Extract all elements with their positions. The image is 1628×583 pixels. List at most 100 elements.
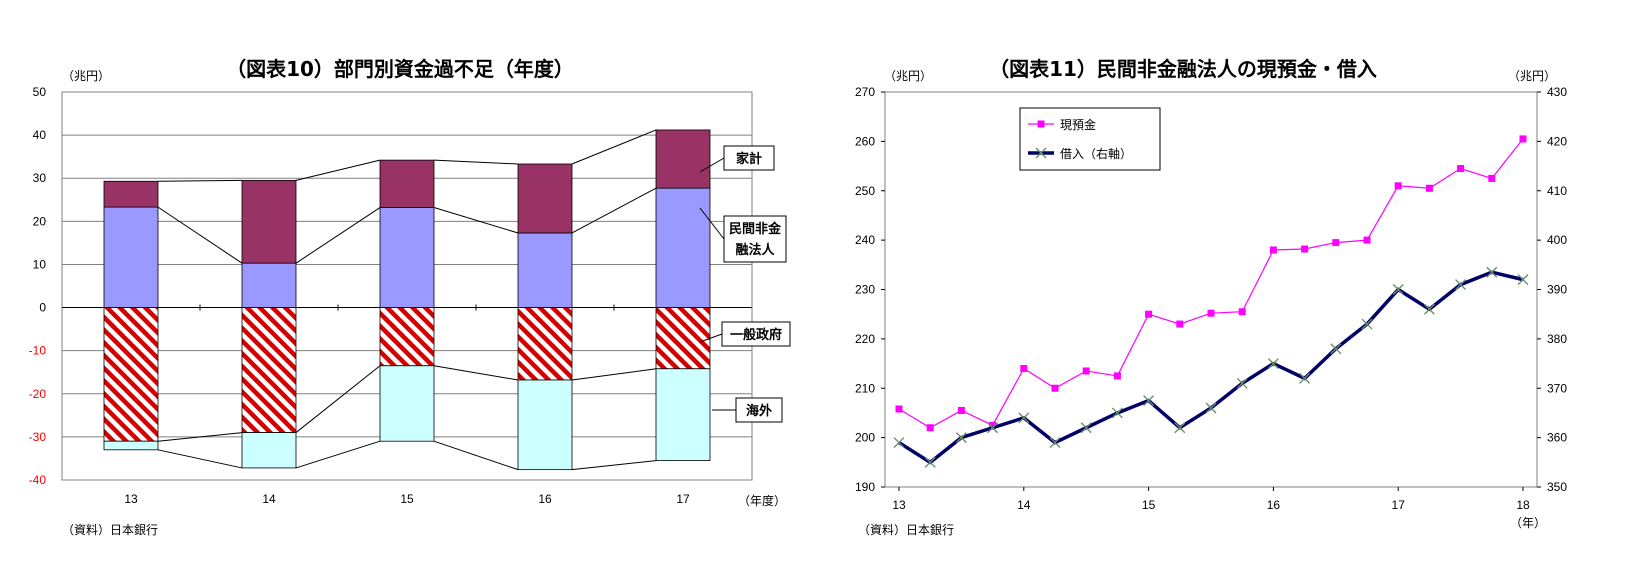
chart11-left-tick-label: 200 <box>855 431 875 445</box>
chart10-callout-label: 家計 <box>736 151 762 167</box>
chart10-callout-leader <box>699 157 725 173</box>
chart10-bar-corporate <box>241 262 297 308</box>
chart11-borrow-point <box>1205 402 1217 414</box>
chart10-series-line <box>433 365 519 381</box>
chart10-callout-leader <box>699 207 725 240</box>
chart11-cash-point <box>1238 308 1246 316</box>
chart11-cash-point <box>1082 367 1090 375</box>
chart10-bar-government <box>379 307 435 367</box>
chart11-borrow-point <box>1392 284 1404 295</box>
chart11-x-tick-label: 16 <box>1267 498 1281 512</box>
chart10-y-tick-label: 10 <box>33 257 47 271</box>
chart10-callout-box <box>723 215 787 263</box>
chart10-y-tick-label: -40 <box>29 473 47 487</box>
chart11-title: （図表11）民間非金融法人の現預金・借入 <box>989 57 1377 81</box>
chart11-right-tick-label: 400 <box>1547 233 1567 247</box>
chart11-cash-point <box>1457 165 1465 173</box>
chart11-borrow-point <box>893 437 905 449</box>
chart11-borrow-point <box>1080 422 1092 434</box>
chart10-x-tick-label: 14 <box>262 492 276 506</box>
chart10-bar-household <box>517 163 573 234</box>
chart11-legend-cash-label: 現預金 <box>1060 117 1096 132</box>
chart11-cash-point <box>1051 384 1059 392</box>
chart10-bar-household <box>103 180 159 208</box>
chart10-y-tick-label: 50 <box>33 85 47 99</box>
chart11-borrow-point <box>1330 343 1342 355</box>
chart11-right-tick-label: 380 <box>1547 332 1567 346</box>
chart11-cash-point <box>895 405 903 413</box>
chart10-y-tick-label: 20 <box>33 214 47 228</box>
chart10-series-line <box>157 432 243 442</box>
chart11-borrow-point <box>1174 422 1186 434</box>
chart10-y-tick-label: 0 <box>39 301 46 315</box>
chart11-cash-point <box>1020 365 1028 372</box>
chart11-cash-point <box>1269 246 1277 254</box>
chart10-series-line <box>571 368 657 381</box>
chart11-left-tick-label: 220 <box>855 332 875 346</box>
chart10-y-tick-label: 40 <box>33 128 47 142</box>
chart10-x-tick-label: 17 <box>676 492 690 506</box>
chart10-x-tick-label: 13 <box>124 492 138 506</box>
chart11-cash-point <box>1176 320 1184 328</box>
chart10-title: （図表10）部門別資金過不足（年度） <box>226 57 574 81</box>
chart10-series-line <box>295 159 381 181</box>
chart10-series-line <box>157 449 243 469</box>
chart11-right-tick-label: 370 <box>1547 381 1567 395</box>
chart10-series-line <box>295 365 381 433</box>
chart10-bar-overseas <box>241 432 297 469</box>
chart10-y-tick-label: 30 <box>33 171 47 185</box>
chart11-legend-borrow-label: 借入（右軸） <box>1060 146 1132 161</box>
chart11-right-tick-label: 390 <box>1547 283 1567 297</box>
chart11-right-tick-label: 360 <box>1547 431 1567 445</box>
chart10-bar-overseas <box>517 379 573 471</box>
chart11-borrow-point <box>1517 274 1529 286</box>
chart11-left-tick-label: 250 <box>855 184 875 198</box>
chart11-cash-point <box>989 421 997 429</box>
chart11-right-unit: （兆円） <box>1508 69 1556 83</box>
chart10-bar-corporate <box>655 187 711 308</box>
chart10-bar-overseas <box>655 368 711 462</box>
chart11-plot: 270 260 250 240 230 220 210 200 190 430 420 410 400 3… <box>855 85 1567 512</box>
chart11-legend-cash-swatch-marker <box>1037 120 1045 128</box>
chart11-cash-point <box>1363 236 1371 244</box>
chart11-cash-point <box>926 424 934 432</box>
chart10-source: （資料）日本銀行 <box>62 523 158 537</box>
chart11-borrow-point <box>1267 358 1279 370</box>
chart11-cash-point <box>1113 372 1121 380</box>
chart11-cash-point <box>957 406 965 414</box>
chart11-cash-point <box>1488 174 1496 182</box>
chart10-x-unit: （年度） <box>738 493 786 508</box>
chart10-series-line <box>433 440 519 471</box>
chart11-plot-frame <box>884 91 1538 488</box>
chart11-borrow-point <box>1299 372 1311 384</box>
chart11-x-tick-label: 15 <box>1142 498 1156 512</box>
chart11-cash-point <box>1207 309 1215 317</box>
chart10-y-unit: （兆円） <box>62 69 110 83</box>
chart11-borrow-point <box>1455 279 1467 291</box>
chart11-borrow-point <box>1049 437 1061 449</box>
chart11-right-tick-label: 410 <box>1547 184 1567 198</box>
chart11-borrow-point <box>1111 407 1123 419</box>
chart11-cash-point <box>1394 182 1402 190</box>
chart10-y-tick-label: -10 <box>29 344 47 358</box>
chart10-series-line <box>157 206 243 264</box>
chart11-left-tick-label: 270 <box>855 85 875 99</box>
chart11-borrow-point <box>924 456 936 468</box>
chart10-bar-government <box>655 307 711 370</box>
chart10-series-line <box>157 179 243 182</box>
chart10-x-tick-label: 15 <box>400 492 414 506</box>
chart10-bar-government <box>241 307 297 433</box>
chart11-right-tick-label: 350 <box>1547 480 1567 494</box>
chart11-borrow-point <box>1486 266 1498 278</box>
chart10-callout-box <box>735 397 783 423</box>
chart10-series-line <box>433 159 519 165</box>
chart11-left-tick-label: 210 <box>855 381 875 395</box>
chart11-x-tick-label: 17 <box>1392 498 1406 512</box>
chart11-left-tick-label: 260 <box>855 134 875 148</box>
chart11-legend-box <box>1019 107 1161 171</box>
chart11-cash-point <box>1425 184 1433 192</box>
chart10-series-line <box>571 187 657 234</box>
chart10-callout-leader <box>699 333 723 343</box>
